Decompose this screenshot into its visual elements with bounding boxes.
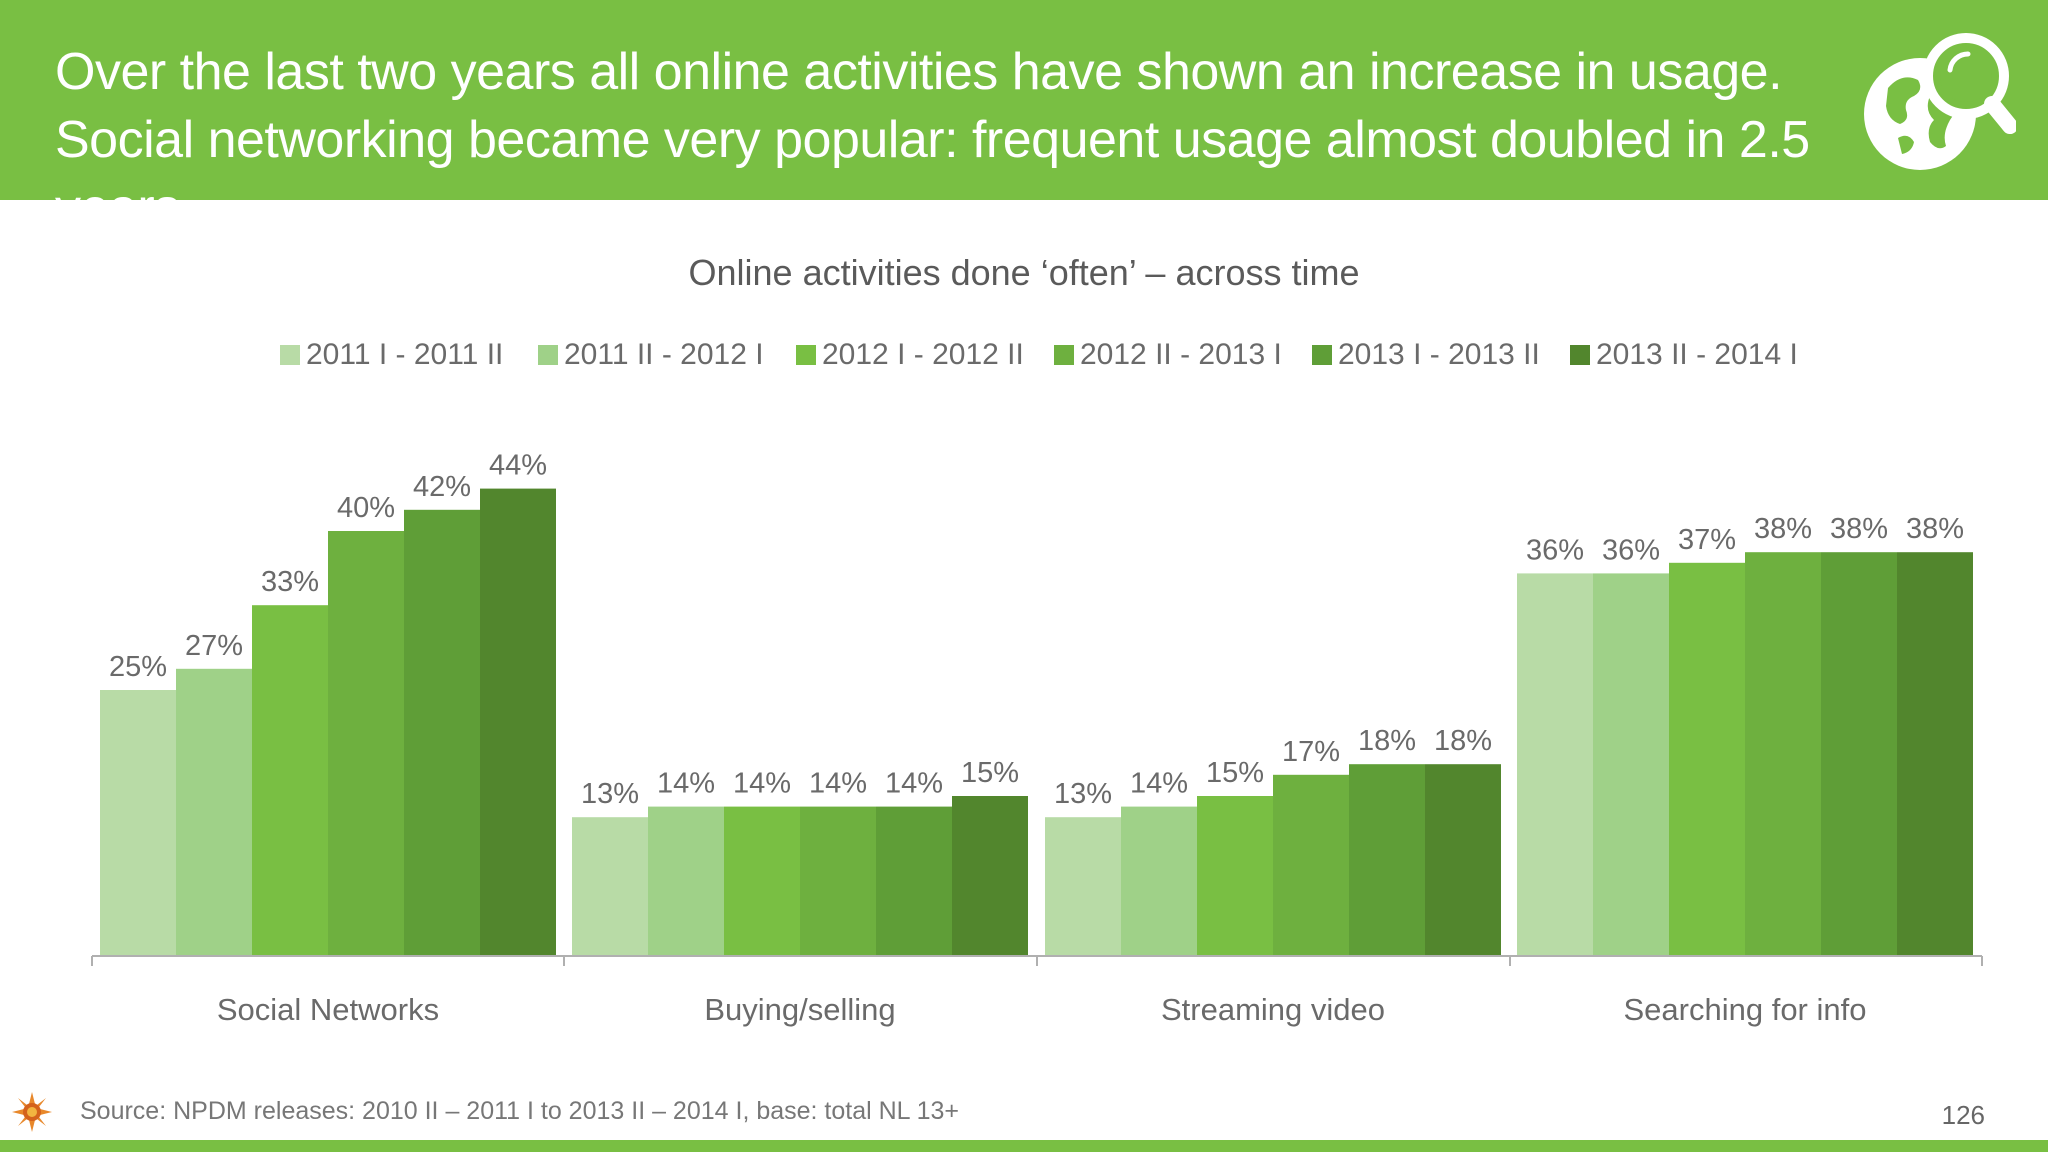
data-label: 37% (1678, 524, 1736, 556)
legend-swatch (280, 345, 300, 365)
data-label: 14% (885, 768, 943, 800)
legend-item: 2012 I - 2012 II (796, 335, 1024, 375)
data-label: 17% (1282, 736, 1340, 768)
bar (404, 509, 480, 955)
legend-label: 2011 II - 2012 I (564, 338, 764, 371)
page-number: 126 (1941, 1100, 1985, 1130)
chart-title: Online activities done ‘often’ – across … (688, 252, 1360, 293)
data-label: 38% (1906, 513, 1964, 545)
bar (1517, 573, 1593, 955)
bar (572, 817, 648, 955)
data-label: 14% (733, 768, 791, 800)
legend-item: 2012 II - 2013 I (1054, 335, 1282, 375)
bar (724, 806, 800, 955)
bar (1745, 552, 1821, 955)
data-label: 13% (1054, 778, 1112, 810)
data-label: 27% (185, 630, 243, 662)
bar (176, 668, 252, 955)
bar (252, 605, 328, 955)
slide-title: Over the last two years all online activ… (55, 43, 1810, 237)
data-label: 14% (1130, 768, 1188, 800)
chart-legend: 2011 I - 2011 II 2011 II - 2012 I 2012 I -… (0, 335, 2048, 375)
legend-item: 2011 II - 2012 I (538, 335, 764, 375)
data-label: 38% (1830, 513, 1888, 545)
bar (648, 806, 724, 955)
bar (1897, 552, 1973, 955)
legend-label: 2012 II - 2013 I (1080, 338, 1282, 371)
bar (1197, 796, 1273, 955)
data-label: 33% (261, 566, 319, 598)
category-label: Buying/selling (704, 992, 895, 1027)
category-label: Searching for info (1624, 992, 1867, 1027)
bar (1045, 817, 1121, 955)
bar (328, 531, 404, 955)
data-label: 15% (1206, 757, 1264, 789)
bar-chart: 25% 27% 33% 40% 42% 44% Social Networks 13% 14% 1… (91, 450, 1983, 1027)
legend-item: 2013 I - 2013 II (1312, 335, 1540, 375)
legend-label: 2013 II - 2014 I (1596, 338, 1798, 371)
data-label: 36% (1602, 534, 1660, 566)
header-banner: Over the last two years all online activ… (0, 0, 2048, 237)
data-label: 14% (657, 768, 715, 800)
bar (480, 488, 556, 955)
legend-item: 2013 II - 2014 I (1570, 335, 1798, 375)
bar (1593, 573, 1669, 955)
bar (1273, 774, 1349, 955)
globe-search-icon (1864, 33, 2016, 170)
data-label: 18% (1434, 725, 1492, 757)
bar (100, 690, 176, 955)
data-label: 42% (413, 471, 471, 503)
legend-swatch (1054, 345, 1074, 365)
data-label: 25% (109, 651, 167, 683)
data-label: 14% (809, 768, 867, 800)
category-label: Social Networks (217, 992, 439, 1027)
sun-logo-icon (12, 1092, 52, 1132)
legend-label: 2013 I - 2013 II (1338, 338, 1540, 371)
bar (952, 796, 1028, 955)
legend-item: 2011 I - 2011 II (280, 335, 503, 375)
legend-label: 2011 I - 2011 II (306, 338, 504, 371)
legend-swatch (538, 345, 558, 365)
category-label: Streaming video (1161, 992, 1385, 1027)
legend-swatch (1312, 345, 1332, 365)
legend-swatch (796, 345, 816, 365)
bar (1425, 764, 1501, 955)
data-label: 36% (1526, 534, 1584, 566)
source-note: Source: NPDM releases: 2010 II – 2011 I … (80, 1097, 960, 1125)
bottom-bar (0, 1140, 2048, 1152)
data-label: 38% (1754, 513, 1812, 545)
data-label: 44% (489, 450, 547, 482)
bar (1121, 806, 1197, 955)
data-label: 13% (581, 778, 639, 810)
data-label: 18% (1358, 725, 1416, 757)
bar (876, 806, 952, 955)
data-label: 40% (337, 492, 395, 524)
bar (800, 806, 876, 955)
bar (1821, 552, 1897, 955)
bar (1349, 764, 1425, 955)
data-label: 15% (961, 757, 1019, 789)
legend-label: 2012 I - 2012 II (822, 338, 1024, 371)
bar (1669, 562, 1745, 955)
legend-swatch (1570, 345, 1590, 365)
